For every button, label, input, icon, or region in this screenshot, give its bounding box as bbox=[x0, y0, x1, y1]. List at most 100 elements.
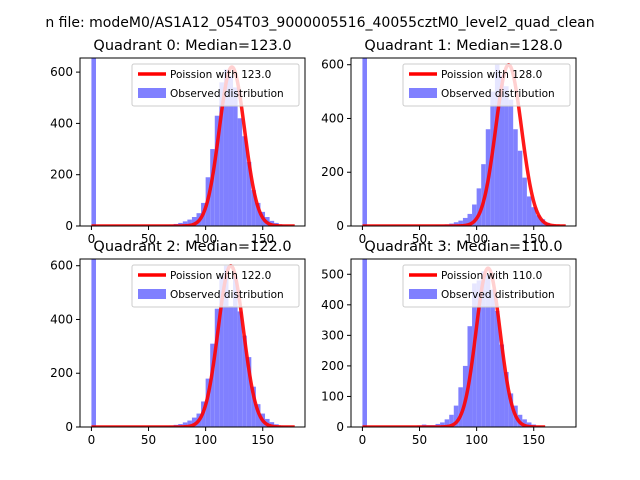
observed-bar bbox=[440, 422, 445, 427]
x-tick-label: 100 bbox=[465, 232, 488, 246]
axes-frame bbox=[79, 258, 306, 428]
legend: Poission with 123.0 Observed distribution bbox=[131, 63, 300, 107]
subplot-title: Quadrant 3: Median=110.0 bbox=[364, 239, 562, 255]
x-tick-label: 150 bbox=[251, 232, 274, 246]
y-tick-label: 600 bbox=[50, 65, 73, 79]
observed-bar bbox=[490, 289, 495, 427]
observed-bar bbox=[522, 419, 527, 427]
observed-bar bbox=[444, 419, 450, 427]
axes-frame bbox=[350, 57, 577, 227]
x-tick-label: 100 bbox=[465, 433, 488, 447]
observed-bar bbox=[233, 87, 238, 226]
legend-bar-swatch bbox=[409, 289, 437, 299]
legend-label-observed: Observed distribution bbox=[170, 88, 284, 100]
subplot-title: Quadrant 2: Median=122.0 bbox=[93, 239, 291, 255]
y-tick-label: 0 bbox=[65, 420, 73, 434]
observed-bar bbox=[481, 271, 486, 427]
y-tick-label: 200 bbox=[321, 165, 344, 179]
subplot-quadrant-2: 0 50 100 150 0 200 400 600 Quadrant 2: Median=12… bbox=[50, 239, 306, 447]
observed-bar bbox=[237, 311, 243, 427]
legend-bar-swatch bbox=[138, 289, 166, 299]
legend: Poission with 122.0 Observed distribution bbox=[131, 264, 300, 308]
x-tick-label: 150 bbox=[522, 232, 545, 246]
observed-bar-zero-spike bbox=[91, 58, 96, 226]
observed-bar bbox=[453, 405, 459, 427]
x-tick-label: 0 bbox=[359, 433, 367, 447]
observed-bar bbox=[251, 386, 256, 427]
observed-bar bbox=[485, 274, 491, 427]
observed-bar-zero-spike bbox=[362, 259, 367, 427]
observed-bar bbox=[472, 204, 477, 226]
axes-frame bbox=[350, 258, 577, 428]
poisson-line bbox=[90, 263, 296, 427]
legend-bar-swatch bbox=[138, 88, 166, 98]
y-tick-label: 400 bbox=[321, 111, 344, 125]
observed-bar bbox=[187, 219, 192, 226]
observed-bar bbox=[191, 417, 197, 427]
x-tick-label: 50 bbox=[141, 433, 156, 447]
observed-bar bbox=[251, 190, 256, 226]
y-tick-label: 600 bbox=[321, 58, 344, 72]
observed-bar bbox=[453, 222, 459, 226]
plot-area bbox=[90, 58, 296, 226]
y-tick-label: 500 bbox=[321, 267, 344, 281]
axes-frame bbox=[79, 57, 306, 227]
y-tick-label: 600 bbox=[50, 259, 73, 273]
x-tick-label: 50 bbox=[412, 433, 427, 447]
y-tick-label: 0 bbox=[65, 219, 73, 233]
legend: Poission with 110.0 Observed distribution bbox=[402, 264, 571, 308]
observed-bar bbox=[458, 220, 463, 226]
x-tick-label: 0 bbox=[359, 232, 367, 246]
observed-bar bbox=[182, 221, 188, 226]
observed-bar bbox=[228, 306, 234, 427]
legend-label-poisson: Poission with 128.0 bbox=[441, 69, 542, 81]
subplot-title: Quadrant 1: Median=128.0 bbox=[364, 38, 562, 54]
observed-bar bbox=[246, 357, 252, 427]
observed-bar bbox=[462, 217, 468, 226]
observed-bar bbox=[242, 335, 247, 427]
x-tick-label: 150 bbox=[251, 433, 274, 447]
legend-bar-swatch bbox=[409, 88, 437, 98]
plot-area bbox=[361, 259, 547, 427]
legend-label-observed: Observed distribution bbox=[441, 88, 555, 100]
observed-bar bbox=[228, 75, 234, 226]
y-tick-label: 400 bbox=[50, 116, 73, 130]
y-tick-label: 300 bbox=[321, 328, 344, 342]
figure-suptitle: n file: modeM0/AS1A12_054T03_9000005516_… bbox=[45, 15, 594, 31]
observed-bar bbox=[499, 75, 505, 226]
observed-bar bbox=[210, 149, 215, 226]
observed-bar bbox=[476, 188, 482, 226]
observed-bar bbox=[214, 308, 220, 427]
observed-bar bbox=[526, 196, 532, 226]
observed-bar bbox=[494, 64, 500, 226]
legend-label-poisson: Poission with 123.0 bbox=[170, 69, 271, 81]
observed-bar bbox=[237, 118, 243, 226]
x-tick-label: 100 bbox=[194, 433, 217, 447]
x-tick-label: 50 bbox=[141, 232, 156, 246]
observed-bar bbox=[219, 276, 224, 427]
observed-bar bbox=[449, 414, 454, 427]
observed-bar bbox=[476, 280, 482, 427]
legend-label-observed: Observed distribution bbox=[170, 289, 284, 301]
y-tick-label: 200 bbox=[50, 366, 73, 380]
observed-bar bbox=[191, 217, 197, 226]
observed-bar bbox=[504, 372, 509, 427]
x-tick-label: 50 bbox=[412, 232, 427, 246]
observed-bar bbox=[458, 387, 463, 427]
y-tick-label: 100 bbox=[321, 389, 344, 403]
poisson-line bbox=[90, 65, 296, 226]
observed-bar bbox=[182, 422, 188, 427]
observed-bar bbox=[522, 177, 527, 226]
observed-bar bbox=[526, 422, 532, 427]
poisson-line bbox=[361, 266, 547, 427]
subplot-quadrant-0: 0 50 100 150 0 200 400 600 Quadrant 0: Median=12… bbox=[50, 38, 306, 246]
x-tick-label: 0 bbox=[88, 232, 96, 246]
observed-bar bbox=[219, 82, 224, 226]
y-tick-label: 200 bbox=[50, 168, 73, 182]
x-tick-label: 0 bbox=[88, 433, 96, 447]
observed-bar bbox=[187, 420, 192, 427]
observed-bar bbox=[536, 215, 541, 226]
observed-bar bbox=[246, 161, 252, 226]
observed-bar bbox=[508, 393, 514, 427]
observed-bar-zero-spike bbox=[91, 259, 96, 427]
